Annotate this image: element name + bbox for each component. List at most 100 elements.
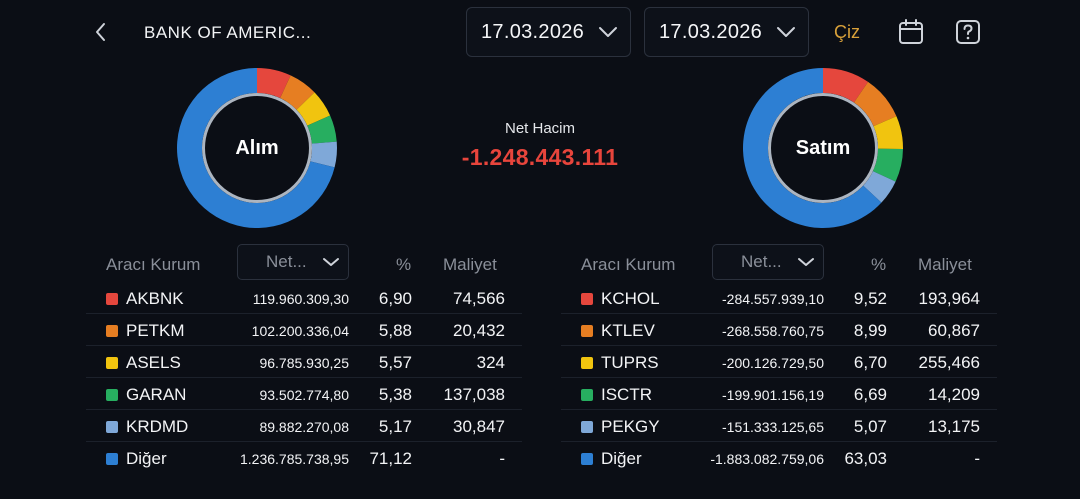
end-date-value: 17.03.2026 [659,20,763,43]
net-value: 96.785.930,25 [259,355,349,371]
chevron-down-icon [798,258,814,266]
broker-name: GARAN [126,385,187,404]
help-button[interactable] [954,17,982,47]
buy-net-column-value: Net... [266,252,307,271]
pct-value: 5,57 [378,353,412,372]
legend-swatch [106,421,118,433]
net-volume-label: Net Hacim [504,120,575,137]
calendar-icon [899,19,923,44]
cost-value: 60,867 [928,321,980,340]
broker-name: PEKGY [601,417,660,436]
buy-donut-slice-akbnk[interactable] [257,68,291,99]
broker-name: KTLEV [601,321,655,340]
sell-net-column-select[interactable]: Net... [712,244,824,280]
sell-donut-chart[interactable]: Satım [742,67,904,229]
net-value: -268.558.760,75 [722,323,824,339]
buy-pct-header: % [396,255,412,274]
legend-swatch [581,357,593,369]
start-date-value: 17.03.2026 [481,20,585,43]
back-button[interactable] [88,18,112,46]
legend-swatch [106,357,118,369]
legend-swatch [106,293,118,305]
page-title: BANK OF AMERIC... [144,23,312,42]
net-value: 89.882.270,08 [259,419,349,435]
broker-name: KRDMD [126,417,189,436]
pct-value: 9,52 [853,289,887,308]
broker-name: ISCTR [601,385,652,404]
end-date-select[interactable]: 17.03.2026 [644,7,809,57]
pct-value: 5,07 [853,417,887,436]
broker-name: PETKM [126,321,185,340]
sell-donut-slice-diğer[interactable] [743,68,882,228]
buy-net-column-select[interactable]: Net... [237,244,349,280]
cost-value: 14,209 [928,385,980,404]
table-row[interactable]: ASELS 96.785.930,25 5,57 324 [86,346,522,378]
sell-donut-slice-isctr[interactable] [872,148,903,182]
broker-name: ASELS [126,353,181,372]
cost-value: 137,038 [443,385,505,404]
net-value: -284.557.939,10 [722,291,824,307]
cost-value: - [974,449,980,468]
cost-value: 13,175 [928,417,980,436]
sell-donut-slice-tuprs[interactable] [873,116,903,150]
question-mark-icon [956,20,980,44]
buy-donut-inner-ring [202,93,312,203]
sell-donut-slice-pekgy[interactable] [863,171,896,203]
pct-value: 5,88 [378,321,412,340]
cost-value: 324 [476,353,505,372]
net-value: -199.901.156,19 [722,387,824,403]
sell-donut-slice-kchol[interactable] [823,68,869,103]
net-value: 93.502.774,80 [259,387,349,403]
table-row[interactable]: Diğer -1.883.082.759,06 63,03 - [561,442,997,474]
pct-value: 71,12 [369,449,412,468]
table-row[interactable]: Diğer 1.236.785.738,95 71,12 - [86,442,522,474]
net-volume-value: -1.248.443.111 [461,144,619,170]
table-row[interactable]: KTLEV -268.558.760,75 8,99 60,867 [561,314,997,346]
buy-donut-slice-garan[interactable] [307,115,337,144]
legend-swatch [106,389,118,401]
chevron-left-icon [96,23,105,41]
net-value: 102.200.336,04 [251,323,349,339]
legend-swatch [106,325,118,337]
net-value: -200.126.729,50 [722,355,824,371]
table-row[interactable]: PEKGY -151.333.125,65 5,07 13,175 [561,410,997,442]
table-row[interactable]: KRDMD 89.882.270,08 5,17 30,847 [86,410,522,442]
start-date-select[interactable]: 17.03.2026 [466,7,631,57]
sell-donut-inner-ring [768,93,878,203]
broker-name: KCHOL [601,289,660,308]
table-row[interactable]: ISCTR -199.901.156,19 6,69 14,209 [561,378,997,410]
pct-value: 6,90 [378,289,412,308]
net-value: 1.236.785.738,95 [240,451,349,467]
buy-donut-chart[interactable]: Alım [176,67,338,229]
pct-value: 63,03 [844,449,887,468]
buy-donut-slice-diğer[interactable] [177,68,335,229]
legend-swatch [581,453,593,465]
chevron-down-icon [777,27,795,37]
chevron-down-icon [599,27,617,37]
chevron-down-icon [323,258,339,266]
table-row[interactable]: AKBNK 119.960.309,30 6,90 74,566 [86,282,522,314]
table-row[interactable]: TUPRS -200.126.729,50 6,70 255,466 [561,346,997,378]
net-value: -1.883.082.759,06 [710,451,824,467]
net-value: 119.960.309,30 [252,291,349,307]
table-row[interactable]: GARAN 93.502.774,80 5,38 137,038 [86,378,522,410]
cost-value: 193,964 [918,289,980,308]
buy-donut-slice-asels[interactable] [296,92,331,126]
buy-donut-slice-krdmd[interactable] [310,141,337,168]
sell-pct-header: % [871,255,887,274]
broker-name: Diğer [601,449,642,468]
draw-button[interactable]: Çiz [834,22,860,42]
sell-donut-label: Satım [795,136,851,159]
sell-net-column-value: Net... [741,252,782,271]
buy-donut-slice-petkm[interactable] [280,75,315,110]
pct-value: 6,69 [853,385,887,404]
pct-value: 5,17 [378,417,412,436]
legend-swatch [581,293,593,305]
sell-donut-svg [743,68,903,228]
table-row[interactable]: PETKM 102.200.336,04 5,88 20,432 [86,314,522,346]
calendar-button[interactable] [897,17,925,47]
table-row[interactable]: KCHOL -284.557.939,10 9,52 193,964 [561,282,997,314]
buy-donut-hole [202,93,312,203]
sell-donut-slice-ktlev[interactable] [853,81,897,127]
cost-value: 30,847 [453,417,505,436]
